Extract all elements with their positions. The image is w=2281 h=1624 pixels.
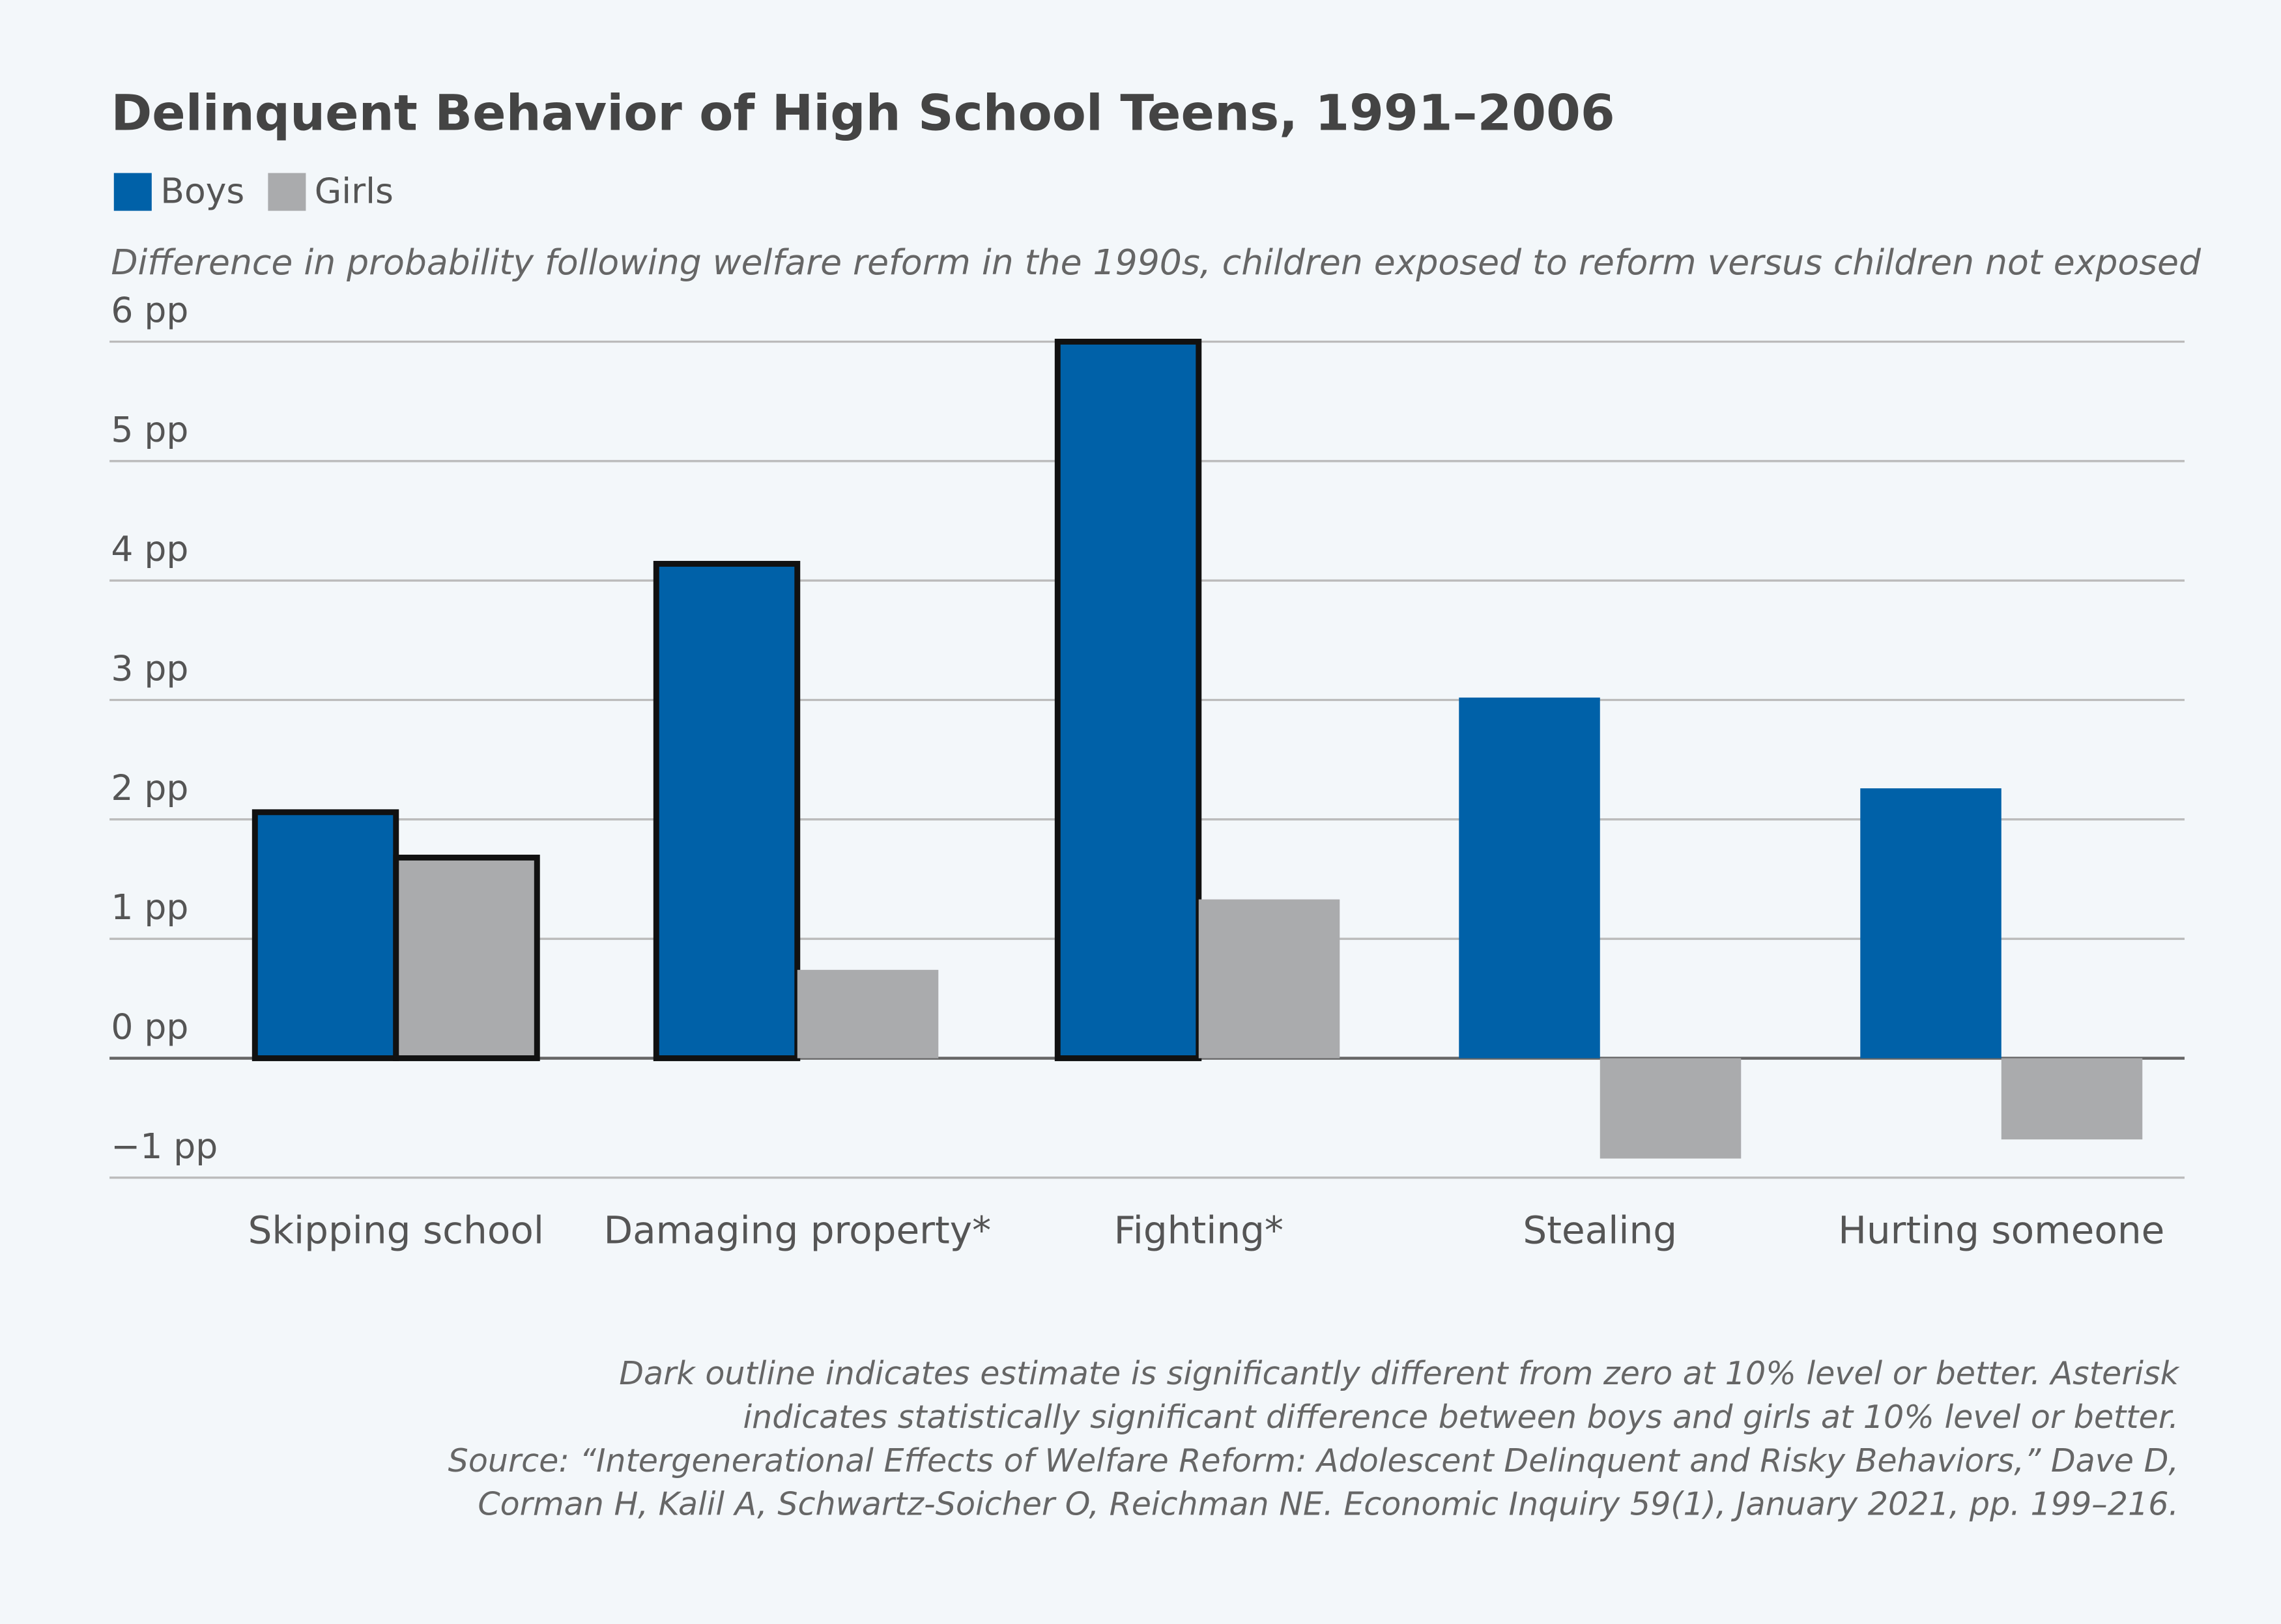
x-tick-label: Fighting*: [1114, 1208, 1284, 1253]
x-tick-label: Stealing: [1523, 1208, 1677, 1253]
y-tick-label: 4 pp: [111, 528, 188, 569]
bar: [1198, 899, 1340, 1059]
y-tick-label: 2 pp: [111, 767, 188, 808]
bar: [797, 969, 939, 1059]
y-tick-label: 1 pp: [111, 887, 188, 928]
x-tick-label: Hurting someone: [1838, 1208, 2164, 1253]
bar: [1860, 788, 2001, 1059]
y-tick-label: 5 pp: [111, 409, 188, 450]
bar: [1459, 697, 1600, 1059]
bar: [251, 809, 399, 1061]
footnote: Corman H, Kalil A, Schwartz-Soicher O, R…: [478, 1485, 2179, 1523]
x-tick-label: Damaging property*: [603, 1208, 991, 1253]
bar: [393, 855, 540, 1061]
footnote: Source: “Intergenerational Effects of We…: [448, 1442, 2179, 1479]
legend-swatch: [113, 173, 152, 211]
bar: [1600, 1058, 1742, 1159]
y-tick-label: −1 pp: [111, 1126, 218, 1167]
bar: [653, 561, 801, 1061]
bar: [1054, 339, 1202, 1061]
legend-label: Girls: [315, 170, 394, 211]
legend-swatch: [268, 173, 306, 211]
footnote: indicates statistically significant diff…: [743, 1398, 2179, 1436]
chart-title: Delinquent Behavior of High School Teens…: [111, 85, 1614, 142]
footnote: Dark outline indicates estimate is signi…: [619, 1354, 2180, 1392]
legend-label: Boys: [160, 170, 244, 211]
y-tick-label: 0 pp: [111, 1006, 188, 1047]
y-tick-label: 6 pp: [111, 289, 188, 330]
x-tick-label: Skipping school: [248, 1208, 544, 1253]
bar: [2001, 1058, 2143, 1140]
y-tick-label: 3 pp: [111, 648, 188, 689]
chart-subtitle: Difference in probability following welf…: [111, 242, 2202, 283]
